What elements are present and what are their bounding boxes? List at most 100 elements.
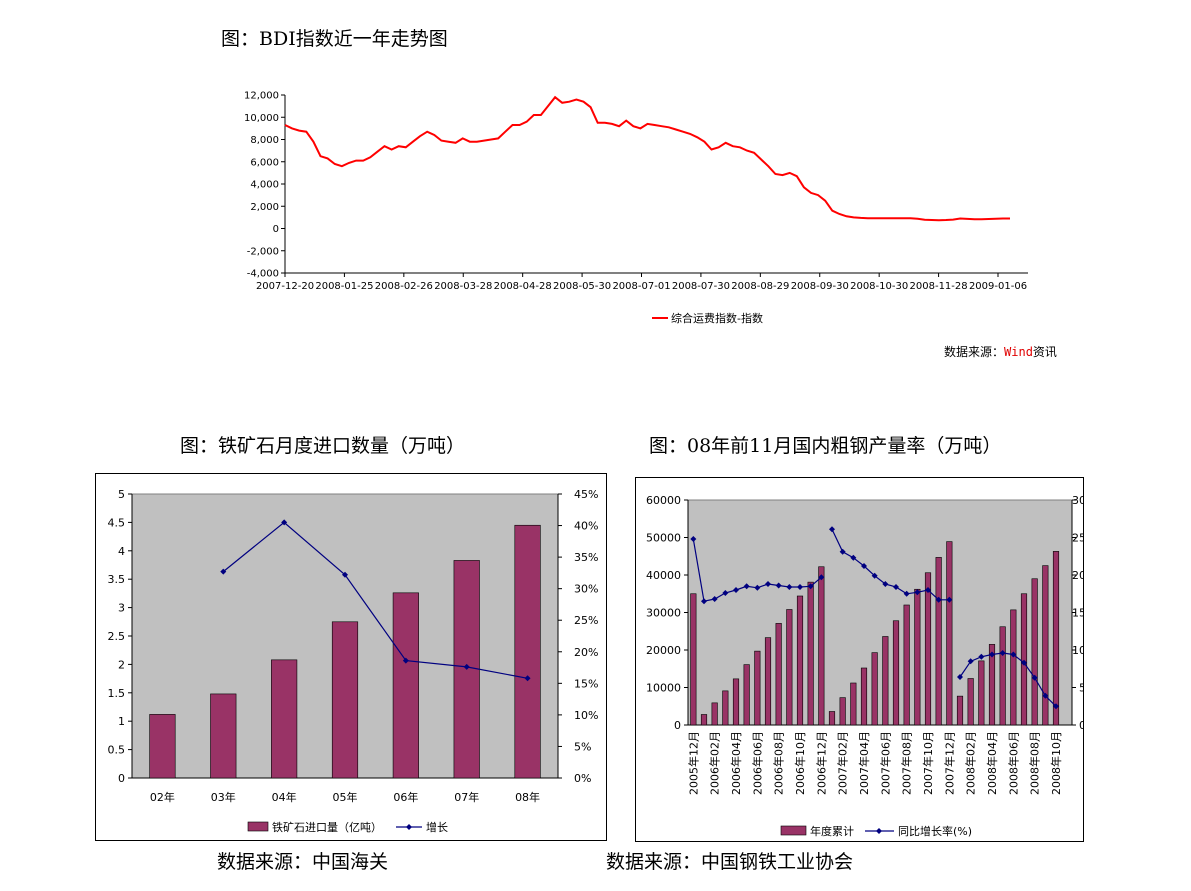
steel-bar <box>946 541 953 726</box>
iron-growth-point <box>342 571 348 578</box>
steel-bar <box>978 660 985 726</box>
steel-x-tick-label: 2007年06月 <box>878 731 892 795</box>
steel-bar <box>732 678 740 726</box>
iron-y-tick-label: 2 <box>118 658 125 671</box>
steel-x-tick-label: 2006年04月 <box>729 731 743 795</box>
iron-growth-point <box>220 568 227 575</box>
iron-y2-tick-label: 5% <box>574 740 591 753</box>
iron-y-tick-label: 3 <box>118 602 125 615</box>
steel-growth-point <box>1031 674 1038 681</box>
bdi-y-tick-label: 2,000 <box>250 202 279 213</box>
bdi-source-note: 数据来源：Wind资讯 <box>944 343 1057 360</box>
steel-plot-area <box>687 499 1073 726</box>
bdi-y-tick-label: 10,000 <box>244 113 279 124</box>
bdi-y-tick-label: 0 <box>273 224 279 235</box>
steel-bar <box>775 623 782 726</box>
steel-y-tick-label: 20000 <box>646 644 681 657</box>
steel-y2-tick-label: 5 <box>1079 682 1083 695</box>
iron-y2-tick-label: 10% <box>574 709 598 722</box>
iron-bar <box>149 714 176 779</box>
steel-source-note: 数据来源：中国钢铁工业协会 <box>606 851 854 873</box>
bdi-line-chart: 12,000 10,000 8,000 6,000 4,000 2,000 0 -2,000 -… <box>244 91 1028 325</box>
steel-growth-point <box>797 584 803 590</box>
steel-bar <box>754 650 761 726</box>
steel-x-tick-label: 2007年04月 <box>857 731 871 795</box>
steel-growth-point <box>743 583 750 590</box>
iron-y2-tick-label: 45% <box>574 488 598 501</box>
steel-bar <box>711 702 718 726</box>
steel-growth-point <box>818 574 825 581</box>
steel-x-tick-label: 2005年12月 <box>686 731 700 795</box>
bdi-x-tick-label: 2008-01-25 <box>315 281 373 292</box>
steel-growth-point <box>807 583 814 590</box>
steel-legend-line-label: 同比增长率(%) <box>898 824 972 838</box>
bdi-x-tick-label: 2009-01-06 <box>969 281 1027 292</box>
steel-bar <box>988 644 996 726</box>
iron-legend-bar-label: 铁矿石进口量（亿吨） <box>272 821 382 834</box>
steel-bar <box>871 652 878 726</box>
bdi-x-tick-label: 2008-08-29 <box>731 281 789 292</box>
steel-growth-point <box>914 589 921 596</box>
iron-bar <box>514 524 541 779</box>
bdi-source-brand: Wind <box>1004 345 1033 359</box>
iron-y-tick-label: 1 <box>118 715 125 728</box>
steel-growth-point <box>871 572 878 579</box>
steel-x-tick-label: 2006年02月 <box>708 731 722 795</box>
steel-bar <box>967 678 974 726</box>
iron-x-tick-label: 03年 <box>211 790 236 804</box>
steel-bar <box>690 593 697 726</box>
steel-y-tick-label: 60000 <box>646 494 681 507</box>
steel-legend-bar-label: 年度累计 <box>810 824 854 838</box>
bdi-series-line <box>284 95 1010 222</box>
steel-bar <box>956 695 964 726</box>
steel-x-tick-label: 2006年06月 <box>750 731 764 795</box>
bdi-y-tick-label: 6,000 <box>250 157 279 168</box>
steel-growth-point <box>829 526 835 533</box>
steel-y-tick-label: 50000 <box>646 532 681 545</box>
steel-growth-point <box>839 548 846 555</box>
bdi-y-tick-label: -4,000 <box>247 269 279 280</box>
steel-growth-point <box>786 584 793 590</box>
iron-y-tick-label: 5 <box>118 488 125 501</box>
steel-bar <box>892 620 900 726</box>
steel-bar <box>796 595 804 726</box>
steel-x-tick-label: 2007年08月 <box>900 731 914 795</box>
steel-bar-chart: 60000 50000 40000 30000 20000 10000 0 30 25 20 15 1… <box>646 494 1086 838</box>
steel-bar <box>882 636 889 726</box>
bdi-x-tick-label: 2008-07-30 <box>672 281 730 292</box>
bdi-x-tick-label: 2008-11-28 <box>910 281 968 292</box>
steel-growth-point <box>882 581 889 587</box>
iron-growth-point <box>402 657 409 664</box>
steel-legend-bar-swatch <box>780 825 807 836</box>
iron-y2-tick-label: 40% <box>574 520 598 533</box>
iron-growth-point <box>463 663 470 670</box>
iron-source-note: 数据来源：中国海关 <box>217 851 389 873</box>
bdi-x-tick-label: 2008-03-28 <box>434 281 492 292</box>
steel-bar <box>722 690 729 726</box>
steel-bar <box>1031 578 1038 726</box>
steel-growth-point <box>861 563 867 569</box>
iron-y-tick-label: 1.5 <box>108 687 126 700</box>
steel-bar <box>1010 609 1017 726</box>
iron-y-tick-label: 0.5 <box>108 744 126 757</box>
steel-growth-point <box>935 596 942 603</box>
steel-bar <box>700 714 708 726</box>
steel-y-tick-label: 40000 <box>646 569 681 582</box>
steel-growth-point <box>978 653 985 660</box>
steel-x-tick-label: 2008年10月 <box>1049 731 1063 795</box>
iron-x-tick-label: 02年 <box>150 790 175 804</box>
steel-bar <box>914 588 921 726</box>
bdi-x-tick-label: 2008-02-26 <box>375 281 433 292</box>
steel-y2-tick-label: 15 <box>1072 607 1083 620</box>
steel-x-tick-label: 2006年08月 <box>772 731 786 795</box>
steel-x-tick-label: 2006年12月 <box>814 731 828 795</box>
steel-bar <box>786 609 793 726</box>
steel-growth-point <box>989 651 995 658</box>
iron-y-tick-label: 2.5 <box>108 630 126 643</box>
steel-y2-tick-label: 10 <box>1072 644 1083 657</box>
bdi-y-tick-label: 4,000 <box>250 180 279 191</box>
iron-y2-tick-label: 30% <box>574 583 598 596</box>
steel-bar <box>1020 593 1028 726</box>
iron-y2-tick-label: 20% <box>574 646 598 659</box>
steel-bar <box>743 664 750 726</box>
